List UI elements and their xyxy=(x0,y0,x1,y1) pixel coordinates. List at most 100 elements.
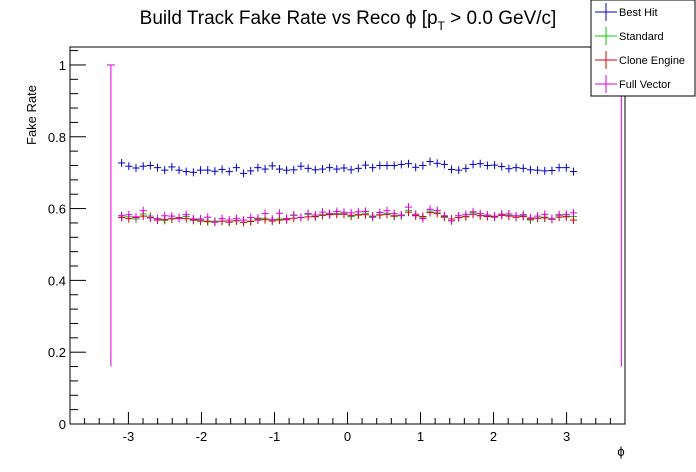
data-point xyxy=(254,214,262,223)
data-point xyxy=(498,210,506,219)
data-point xyxy=(333,207,341,216)
data-point xyxy=(318,165,327,174)
data-point xyxy=(526,165,535,174)
data-point xyxy=(146,161,154,170)
data-point xyxy=(146,213,154,222)
data-point xyxy=(483,211,491,220)
data-point xyxy=(534,212,542,221)
x-tick-label: -2 xyxy=(196,429,208,444)
legend-label: Best Hit xyxy=(619,7,658,19)
data-point xyxy=(426,205,434,214)
data-point xyxy=(490,161,499,170)
data-point xyxy=(268,215,276,224)
data-point xyxy=(369,163,377,172)
data-point xyxy=(218,165,226,174)
data-point xyxy=(275,209,284,218)
data-point xyxy=(505,209,513,218)
data-point xyxy=(189,168,197,177)
data-point xyxy=(196,166,205,175)
legend-entry: Standard xyxy=(595,27,664,45)
series-layer xyxy=(118,157,578,227)
data-point xyxy=(318,208,327,217)
x-tick-label: 0 xyxy=(344,429,351,444)
data-point xyxy=(455,166,463,175)
data-point xyxy=(562,210,570,219)
data-point xyxy=(498,162,506,171)
data-point xyxy=(569,208,578,217)
data-point xyxy=(340,163,348,172)
series-best-hit xyxy=(118,157,578,178)
data-point xyxy=(397,160,405,169)
data-point xyxy=(290,165,298,174)
x-tick-label: -1 xyxy=(269,429,281,444)
data-point xyxy=(390,161,398,170)
data-point xyxy=(354,207,362,216)
data-point xyxy=(125,210,133,219)
data-point xyxy=(447,216,456,225)
data-point xyxy=(189,214,197,223)
data-point xyxy=(204,213,212,222)
data-point xyxy=(132,212,140,221)
y-tick-label: 0.8 xyxy=(48,130,66,145)
data-point xyxy=(211,217,219,226)
data-point xyxy=(297,213,305,222)
legend: Best Hit Standard Clone Engine Full Vector xyxy=(590,0,696,97)
data-point xyxy=(182,167,190,176)
legend-entry: Full Vector xyxy=(595,75,671,93)
data-point xyxy=(440,160,448,169)
data-point xyxy=(275,216,284,225)
data-point xyxy=(519,164,527,173)
plot-frame xyxy=(69,46,626,425)
chart-title: Build Track Fake Rate vs Reco ϕ [pT > 0.… xyxy=(140,8,557,33)
data-point xyxy=(419,161,427,170)
data-point xyxy=(283,214,291,223)
y-tick-label: 0.6 xyxy=(48,202,66,217)
data-point xyxy=(569,167,578,176)
data-point xyxy=(297,162,305,171)
x-tick-label: 3 xyxy=(563,429,570,444)
legend-label: Standard xyxy=(619,31,664,43)
overflow-markers xyxy=(106,64,626,367)
legend-entry: Clone Engine xyxy=(595,51,685,69)
data-point xyxy=(225,216,233,225)
data-point xyxy=(132,163,140,172)
y-axis-ticks: 0 0.2 0.4 0.6 0.8 1 xyxy=(48,50,86,432)
data-point xyxy=(433,159,441,168)
data-point xyxy=(232,163,240,172)
series-clone-engine xyxy=(118,208,578,227)
y-tick-label: 0.2 xyxy=(48,345,66,360)
data-point xyxy=(247,166,255,175)
data-point xyxy=(426,157,434,166)
data-point xyxy=(455,211,463,220)
x-tick-label: 1 xyxy=(417,429,424,444)
data-point xyxy=(347,165,355,174)
data-point xyxy=(153,214,162,223)
legend-label: Full Vector xyxy=(619,79,671,91)
data-point xyxy=(512,211,520,220)
data-point xyxy=(161,211,169,220)
x-axis-ticks: -3 -2 -1 0 1 2 3 xyxy=(69,412,626,444)
data-point xyxy=(404,203,413,212)
data-point xyxy=(175,166,183,175)
data-point xyxy=(340,208,348,217)
data-point xyxy=(541,166,549,175)
data-point xyxy=(326,163,334,172)
data-point xyxy=(541,210,549,219)
data-point xyxy=(562,163,570,172)
data-point xyxy=(548,214,556,223)
data-point xyxy=(275,165,284,174)
data-point xyxy=(247,213,255,222)
data-point xyxy=(412,210,420,219)
data-point xyxy=(569,216,578,225)
data-point xyxy=(304,209,312,218)
data-point xyxy=(469,207,477,216)
data-point xyxy=(447,165,456,174)
data-point xyxy=(254,163,262,172)
data-point xyxy=(555,210,563,219)
data-point xyxy=(268,161,276,170)
data-point xyxy=(433,206,441,215)
data-point xyxy=(311,165,319,174)
legend-label: Clone Engine xyxy=(619,55,685,67)
data-point xyxy=(369,212,377,221)
data-point xyxy=(153,163,162,172)
